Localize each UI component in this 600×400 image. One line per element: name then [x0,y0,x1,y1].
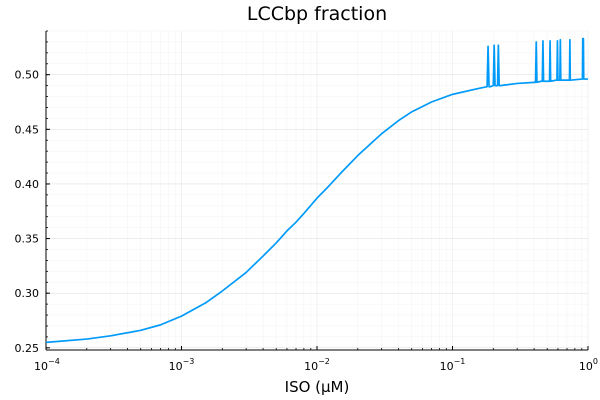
x-tick-label: 10−3 [169,357,195,373]
grid [45,30,589,350]
x-tick-label: 10−2 [304,357,330,373]
x-tick-labels: 10−4 10−3 10−2 10−1 100 [34,357,598,373]
y-tick-label: 0.25 [15,342,40,355]
chart-title: LCCbp fraction [247,3,387,25]
x-tick-label: 10−1 [440,357,466,373]
y-tick-label: 0.40 [15,178,40,191]
x-tick-label: 10−4 [34,357,60,373]
y-tick-label: 0.30 [15,287,40,300]
y-tick-label: 0.45 [15,123,40,136]
x-tick-label: 100 [579,357,598,373]
x-axis-label: ISO (μM) [285,378,350,396]
series-group [45,37,588,344]
y-tick-labels: 0.25 0.30 0.35 0.40 0.45 0.50 [15,69,40,355]
axes [45,30,589,351]
y-tick-label: 0.35 [15,233,40,246]
series-line [45,37,588,344]
y-tick-label: 0.50 [15,69,40,82]
